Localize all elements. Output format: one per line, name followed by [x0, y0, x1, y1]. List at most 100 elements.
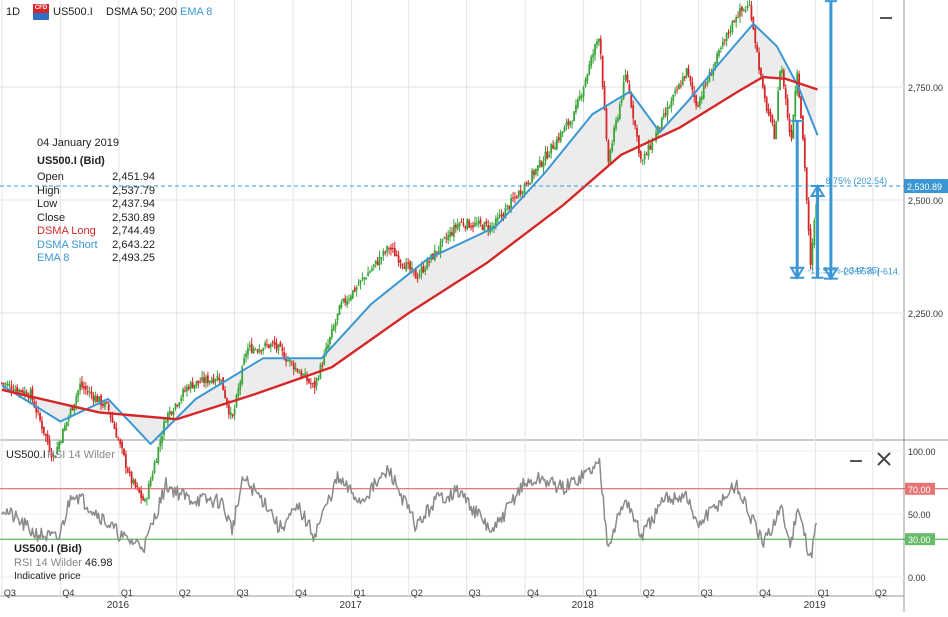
candle-body: [679, 85, 682, 87]
candle-body: [334, 321, 337, 327]
candle-body: [103, 402, 106, 408]
measure-arrowhead: [823, 267, 839, 281]
candle-body: [178, 402, 181, 407]
candle-body: [193, 384, 196, 390]
candle-body: [247, 348, 249, 355]
candle-body: [35, 406, 38, 413]
candle-body: [695, 95, 698, 106]
candle-body: [376, 261, 379, 265]
candle-body: [88, 391, 91, 393]
candle-body: [617, 117, 619, 121]
candle-body: [54, 455, 57, 459]
candle-body: [231, 414, 234, 417]
candle-body: [748, 4, 751, 6]
candle-body: [147, 484, 150, 499]
candle-body: [531, 170, 534, 183]
candle-body: [325, 347, 328, 354]
candle-body: [454, 224, 457, 228]
candle-body: [208, 380, 211, 383]
candle-body: [544, 151, 547, 162]
candle-body: [195, 380, 198, 386]
candle-body: [803, 137, 806, 168]
candle-body: [46, 434, 49, 443]
candle-body: [512, 197, 514, 199]
candle-body: [672, 94, 675, 101]
candle-body: [159, 441, 162, 447]
measure-label: 8.75% (202.54): [826, 176, 888, 186]
candle-body: [704, 83, 707, 85]
timeframe-label[interactable]: 1D: [6, 6, 21, 18]
candle-body: [468, 220, 471, 228]
candle-body: [578, 95, 581, 100]
candle-body: [781, 69, 783, 74]
candle-body: [271, 342, 274, 344]
candle-body: [243, 358, 246, 365]
candle-body: [525, 182, 528, 185]
candle-body: [18, 389, 20, 394]
candle-body: [248, 345, 251, 348]
candle-body: [615, 120, 617, 129]
candle-body: [447, 235, 450, 240]
candle-body: [569, 121, 572, 126]
candle-body: [189, 381, 192, 389]
candle-body: [523, 184, 526, 195]
candle-body: [519, 190, 522, 195]
candle-body: [107, 404, 110, 411]
candle-body: [472, 225, 474, 228]
candle-body: [258, 348, 261, 353]
candle-body: [268, 344, 270, 348]
candle-body: [313, 381, 316, 388]
candle-body: [596, 41, 598, 45]
candle-body: [620, 98, 623, 103]
candle-body: [699, 97, 701, 107]
candle-body: [674, 90, 677, 94]
candle-body: [618, 104, 621, 119]
candle-body: [588, 64, 591, 75]
x-quarter-label: Q2: [411, 588, 423, 598]
dsma-indicator-label[interactable]: DSMA 50; 200: [106, 6, 177, 18]
candle-body: [199, 382, 202, 384]
candle-body: [540, 161, 543, 167]
candle-body: [340, 302, 343, 308]
candle-body: [739, 7, 741, 17]
candle-body: [597, 38, 600, 42]
rsi-header-indicator[interactable]: RSI 14 Wilder: [47, 449, 115, 461]
candle-body: [390, 247, 392, 250]
candle-body: [792, 114, 795, 139]
candle-body: [330, 329, 333, 338]
x-quarter-label: Q4: [527, 588, 539, 598]
candle-body: [21, 390, 24, 394]
candle-body: [746, 6, 749, 9]
symbol-label[interactable]: US500.I: [53, 6, 93, 18]
candle-body: [494, 218, 497, 226]
candle-body: [514, 196, 516, 198]
candle-body: [790, 130, 793, 139]
candle-body: [27, 396, 30, 399]
rsi-minimize-icon[interactable]: [850, 460, 862, 462]
candle-body: [643, 153, 646, 160]
minimize-icon[interactable]: [880, 17, 892, 19]
candle-body: [309, 383, 312, 385]
candle-body: [292, 362, 295, 370]
candle-body: [599, 38, 602, 55]
x-quarter-label: Q1: [818, 588, 830, 598]
close-icon[interactable]: [876, 451, 892, 472]
candle-body: [628, 84, 631, 92]
candle-body: [237, 388, 240, 396]
candle-body: [500, 214, 503, 216]
candle-body: [210, 379, 213, 383]
candle-body: [140, 490, 143, 498]
ema-indicator-label[interactable]: EMA 8: [180, 6, 213, 18]
measure-arrowhead: [809, 184, 826, 197]
candle-body: [56, 446, 59, 455]
candle-body: [315, 378, 318, 386]
candle-body: [111, 417, 114, 423]
rsi-header-symbol[interactable]: US500.I: [6, 449, 46, 461]
candle-body: [14, 389, 17, 392]
candle-body: [580, 95, 583, 98]
candle-body: [161, 435, 164, 444]
candle-body: [605, 108, 608, 139]
candle-body: [496, 217, 499, 221]
